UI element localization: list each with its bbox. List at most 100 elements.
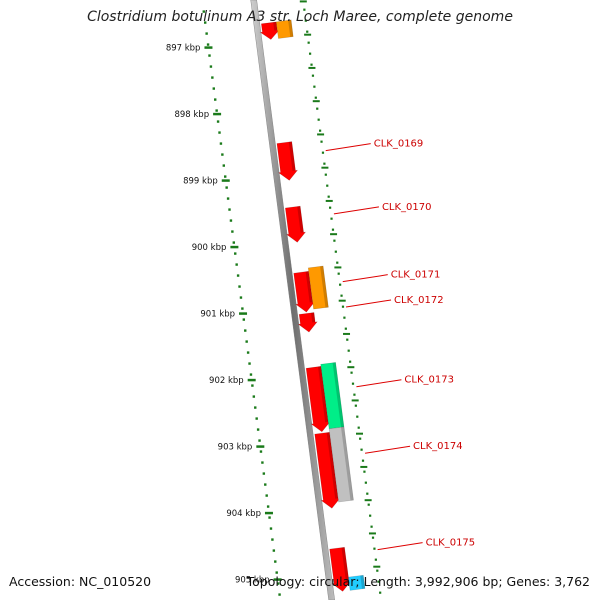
track-dot — [319, 129, 322, 132]
track-dot — [347, 349, 350, 352]
ruler-dot — [274, 560, 277, 563]
track-dot — [361, 459, 365, 462]
track-dot — [333, 239, 336, 242]
gene-feature — [328, 426, 354, 503]
track-dot — [331, 228, 335, 231]
ruler-dot — [248, 362, 251, 365]
ruler-dot — [229, 219, 233, 222]
ruler-dot — [275, 571, 278, 574]
track-dot — [321, 151, 325, 154]
ruler-dot — [255, 417, 258, 420]
ruler-dot — [202, 10, 205, 13]
ruler-tick-label: 904 kbp — [226, 509, 261, 519]
ruler-dot — [244, 329, 247, 332]
track-dot — [360, 448, 363, 451]
ruler-dot — [228, 208, 231, 211]
gene-feature-shade — [332, 362, 344, 428]
accession-label: Accession: NC_010520 — [9, 574, 152, 589]
gene-label: CLK_0170 — [382, 202, 432, 213]
gene-feature — [259, 21, 281, 40]
ruler-dot — [249, 373, 253, 376]
gene-label: CLK_0171 — [391, 270, 441, 281]
ruler-dot — [276, 582, 280, 585]
track-dot — [363, 470, 366, 473]
gene-feature — [329, 546, 352, 592]
gene-feature — [348, 574, 366, 591]
ruler-dot — [239, 296, 243, 299]
ruler-dot — [242, 318, 246, 321]
ruler-dot — [271, 538, 274, 541]
ruler-dot — [265, 494, 268, 497]
track-dot — [340, 294, 343, 297]
ruler-dot — [226, 197, 230, 200]
gene-labels: CLK_0169 CLK_0170 CLK_0171 CLK_0172 CLK_0173… — [325, 139, 476, 551]
gene-feature — [314, 431, 341, 509]
ruler-dot — [259, 450, 263, 453]
ruler-dot — [272, 549, 276, 552]
gene-label: CLK_0174 — [413, 441, 463, 452]
track-dot — [303, 8, 306, 11]
ruler-dot — [224, 175, 227, 178]
ruler-dot — [252, 395, 256, 398]
ruler-dot — [261, 461, 264, 464]
ruler-dot — [221, 153, 224, 156]
ruler-dot — [245, 340, 248, 343]
track-dot — [341, 305, 345, 308]
gene-feature-shade — [318, 366, 329, 423]
track-dot — [351, 382, 355, 385]
gene-label-leader — [356, 379, 402, 388]
gene-feature — [275, 19, 294, 39]
ruler-dot — [241, 307, 244, 310]
ruler-dot — [254, 406, 257, 409]
gene-feature-shade — [326, 432, 339, 499]
ruler-dot — [218, 131, 221, 134]
gene-label-leader — [333, 206, 380, 215]
track-dot — [326, 184, 329, 187]
gene-feature — [307, 265, 329, 310]
track-dot — [329, 206, 332, 209]
track-dot — [310, 63, 313, 66]
track-dot — [316, 107, 319, 110]
ruler-dot — [266, 505, 270, 508]
track-dot — [371, 536, 375, 539]
track-dot — [374, 558, 377, 561]
ruler-tick-label: 897 kbp — [166, 44, 201, 54]
ruler-tick-label: 901 kbp — [200, 310, 235, 320]
gene-label: CLK_0173 — [404, 375, 454, 386]
ruler-tick-label: 900 kbp — [192, 243, 227, 253]
ruler-dot — [246, 351, 250, 354]
ruler-tick-label: 902 kbp — [209, 376, 244, 386]
ruler-dot — [278, 593, 281, 596]
ruler-dot — [268, 516, 271, 519]
ruler-dot — [264, 483, 267, 486]
track-dot — [349, 360, 352, 363]
gene-label-leader — [377, 542, 423, 551]
genome-title: Clostridium botulinum A3 str. Loch Maree… — [87, 9, 513, 25]
gene-feature-shade — [297, 206, 304, 233]
ruler-dot — [204, 21, 207, 24]
track-dot — [327, 195, 330, 198]
gene-feature — [284, 205, 307, 243]
gene-feature-shade — [311, 312, 316, 323]
gene-feature-shade — [288, 141, 296, 171]
gene-label-leader — [345, 299, 392, 308]
ruler-tick-label: 899 kbp — [183, 177, 218, 187]
track-dot — [356, 415, 359, 418]
track-dot — [373, 547, 376, 550]
track-dot — [317, 118, 320, 121]
gene-feature-shade — [320, 266, 329, 308]
track-dot — [353, 393, 356, 396]
ruler-dot — [235, 263, 238, 266]
ruler-dot — [236, 274, 240, 277]
ruler-dot — [222, 164, 225, 167]
track-dot — [320, 140, 323, 143]
ruler-tick-label: 898 kbp — [174, 110, 209, 120]
track-dot — [367, 503, 370, 506]
track-dot — [369, 514, 372, 517]
gene-label-leader — [342, 274, 388, 283]
gene-label: CLK_0175 — [426, 538, 476, 549]
gene-label: CLK_0169 — [374, 139, 424, 150]
ruler: 897 kbp 898 kbp 899 kbp 900 kbp 901 kbp 902 k… — [166, 10, 282, 596]
gene-feature-shade — [341, 547, 349, 582]
track-dot — [359, 437, 362, 440]
